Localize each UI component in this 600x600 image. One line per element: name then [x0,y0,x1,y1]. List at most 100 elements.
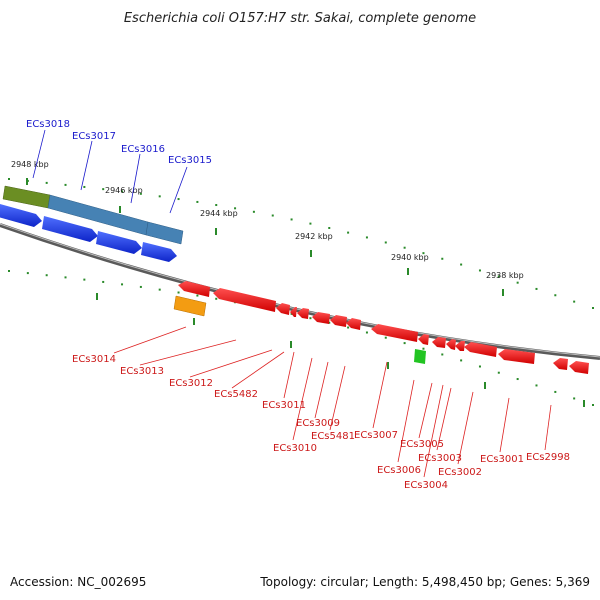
scale-label: 2948 kbp [11,160,49,169]
minor-tick [554,294,557,297]
gene-label-ecs3018[interactable]: ECs3018 [26,119,70,130]
gene-arrow-reverse[interactable] [312,312,330,324]
gene-arrow-reverse[interactable] [213,288,276,312]
label-leader-line [113,326,187,354]
scale-label: 2946 kbp [105,186,143,195]
gene-label-ecs3015[interactable]: ECs3015 [168,155,212,166]
major-tick [119,206,121,213]
gene-label-ecs3014[interactable]: ECs3014 [72,354,116,365]
gene-arrow-forward[interactable] [96,231,142,254]
reverse-strand [173,281,589,374]
gene-label-ecs3017[interactable]: ECs3017 [72,131,116,142]
label-leader-line [418,382,433,439]
minor-tick [45,181,48,184]
gene-arrow-reverse[interactable] [464,342,497,357]
label-leader-line [139,339,237,366]
minor-tick [478,269,481,272]
genome-backbone [0,223,600,360]
minor-tick [8,270,10,272]
gene-label-ecs3011[interactable]: ECs3011 [262,400,306,411]
minor-tick [8,178,10,180]
gene-arrow-reverse[interactable] [418,334,429,345]
gene-label-ecs3001[interactable]: ECs3001 [480,454,524,465]
major-tick [502,289,504,296]
gene-label-ecs5482[interactable]: ECs5482 [214,389,258,400]
gene-arrow-reverse[interactable] [498,349,535,364]
feature-steelblue[interactable] [145,221,184,245]
minor-tick [234,207,237,210]
gene-arrow-reverse[interactable] [432,337,446,348]
label-leader-line [423,384,444,478]
accession-text: Accession: NC_002695 [10,575,146,589]
gene-arrow-reverse[interactable] [371,324,418,342]
gene-arrow-reverse[interactable] [553,358,568,370]
scale-label: 2944 kbp [200,209,238,218]
minor-tick [215,204,218,207]
gene-arrow-reverse[interactable] [330,315,347,327]
gene-label-ecs3012[interactable]: ECs3012 [169,378,213,389]
gene-arrow-reverse[interactable] [178,281,210,297]
minor-tick [215,297,218,300]
minor-tick [121,283,124,286]
minor-tick [26,272,29,275]
gene-arrow-reverse[interactable] [276,303,290,315]
feature-olive[interactable] [2,185,51,209]
major-tick [96,293,98,300]
gene-label-ecs3004[interactable]: ECs3004 [404,480,448,491]
gene-label-ecs3003[interactable]: ECs3003 [418,453,462,464]
minor-tick [573,300,576,303]
minor-tick [422,252,425,255]
gene-label-ecs5481[interactable]: ECs5481 [311,431,355,442]
label-leader-line [283,351,295,399]
forward-labels: ECs3018 ECs3017 ECs3016 ECs3015 [26,119,212,214]
label-leader-line [32,129,46,179]
gene-label-ecs3005[interactable]: ECs3005 [400,439,444,450]
feature-orange[interactable] [173,295,207,317]
gene-label-ecs3016[interactable]: ECs3016 [121,144,165,155]
major-tick [26,178,28,185]
gene-label-ecs3006[interactable]: ECs3006 [377,465,421,476]
minor-tick [441,353,444,356]
label-leader-line [436,387,452,451]
gene-label-ecs3010[interactable]: ECs3010 [273,443,317,454]
major-tick [193,318,195,325]
gene-label-ecs3009[interactable]: ECs3009 [296,418,340,429]
minor-tick [403,342,406,345]
minor-tick [422,347,425,350]
gene-arrow-reverse[interactable] [346,318,361,330]
gene-arrow-forward[interactable] [0,204,42,227]
gene-arrow-reverse[interactable] [455,341,465,351]
minor-tick [290,218,293,221]
gene-arrow-reverse[interactable] [569,361,589,374]
gene-label-ecs3013[interactable]: ECs3013 [120,366,164,377]
minor-tick [365,331,368,334]
gene-label-ecs3007[interactable]: ECs3007 [354,430,398,441]
minor-tick [271,214,274,217]
gene-arrow-forward[interactable] [141,242,177,262]
feature-green[interactable] [414,349,426,364]
gene-arrow-reverse[interactable] [446,339,456,350]
minor-tick [460,359,463,362]
minor-tick [347,231,350,234]
gene-arrow-forward[interactable] [42,216,98,242]
minor-tick [196,294,199,297]
minor-tick [309,222,312,225]
gene-arrow-reverse[interactable] [297,308,309,319]
gene-label-ecs3002[interactable]: ECs3002 [438,467,482,478]
minor-tick [592,404,594,406]
minor-tick [535,287,538,290]
gene-label-ecs2998[interactable]: ECs2998 [526,452,570,463]
scale-label: 2942 kbp [295,232,333,241]
minor-tick [64,276,67,279]
minor-tick [309,317,312,320]
label-leader-line [329,365,346,431]
minor-tick [102,280,105,283]
minor-tick [516,281,519,284]
minor-tick [158,195,161,198]
label-leader-line [292,357,313,441]
map-title: Escherichia coli O157:H7 str. Sakai, com… [124,11,476,26]
label-leader-line [130,153,141,204]
minor-tick [83,185,86,188]
gene-arrow-reverse[interactable] [290,307,297,317]
